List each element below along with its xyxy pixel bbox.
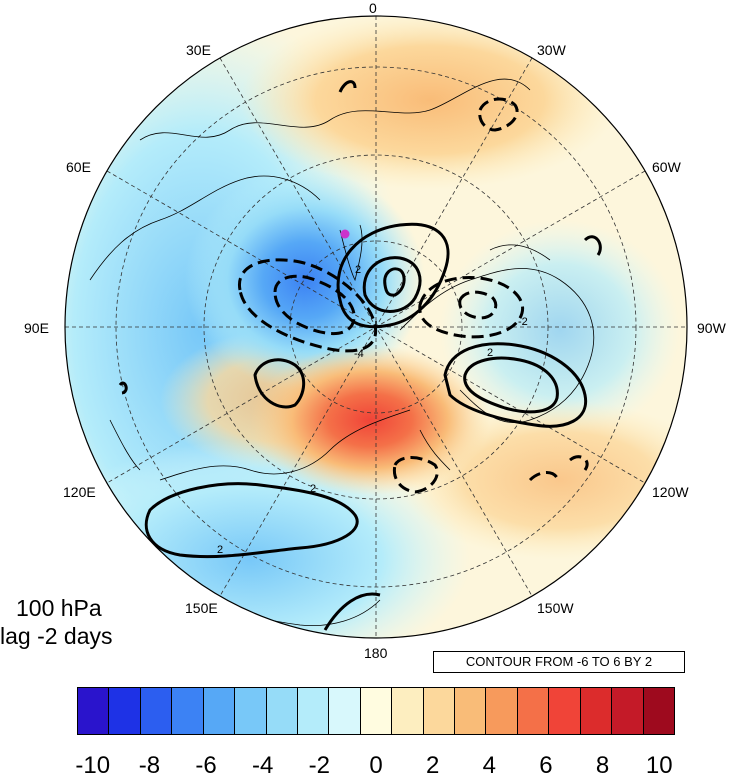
contour-info-box: CONTOUR FROM -6 TO 6 BY 2 bbox=[433, 651, 685, 673]
lon-label-60w: 60W bbox=[652, 159, 681, 175]
colorbar-cell bbox=[486, 688, 518, 734]
colorbar-cell bbox=[297, 688, 330, 734]
colorbar-tick-label: -2 bbox=[308, 752, 331, 779]
lon-label-90w: 90W bbox=[697, 320, 726, 336]
colorbar-cell bbox=[266, 688, 298, 734]
lon-label-30w: 30W bbox=[537, 42, 566, 58]
lon-label-120w: 120W bbox=[652, 484, 689, 500]
contour-labels: 2 2 2 2 -4 -2 bbox=[217, 264, 528, 556]
lon-label-0: 0 bbox=[369, 0, 377, 16]
colorbar-tick-label: 6 bbox=[539, 752, 553, 779]
colorbar-cell bbox=[423, 688, 456, 734]
colorbar-cell bbox=[612, 688, 644, 734]
contour-label: 2 bbox=[487, 347, 493, 359]
colorbar bbox=[77, 687, 675, 735]
colorbar-tick-label: 0 bbox=[369, 752, 383, 779]
shading-layer bbox=[65, 16, 687, 638]
contour-label: 2 bbox=[310, 483, 316, 495]
colorbar-cell bbox=[643, 688, 675, 734]
panel-title-lag: lag -2 days bbox=[0, 623, 113, 649]
contour-label: 2 bbox=[217, 544, 223, 556]
lon-label-60e: 60E bbox=[66, 159, 91, 175]
lon-label-180: 180 bbox=[364, 645, 388, 661]
point-marker-icon bbox=[340, 229, 350, 239]
pole-cross-icon bbox=[370, 321, 382, 333]
colorbar-tick-label: 8 bbox=[595, 752, 610, 779]
colorbar-tick-label: -8 bbox=[138, 752, 161, 779]
lon-label-150w: 150W bbox=[537, 600, 574, 616]
colorbar-cell bbox=[549, 688, 581, 734]
colorbar-cell bbox=[78, 688, 110, 734]
negative-contours bbox=[238, 97, 589, 494]
colorbar-cell bbox=[109, 688, 141, 734]
colorbar-tick-label: -10 bbox=[75, 752, 111, 779]
colorbar-cell bbox=[329, 688, 361, 734]
colorbar-cell bbox=[140, 688, 173, 734]
colorbar-tick-label: 10 bbox=[645, 752, 673, 779]
panel-title-level: 100 hPa bbox=[16, 595, 102, 621]
colorbar-cell bbox=[203, 688, 236, 734]
lon-label-30e: 30E bbox=[186, 42, 211, 58]
colorbar-tick-label: 2 bbox=[425, 752, 440, 779]
colorbar-cell bbox=[235, 688, 267, 734]
map-boundary bbox=[64, 15, 688, 639]
lon-label-90e: 90E bbox=[24, 320, 49, 336]
colorbar-cell bbox=[360, 688, 393, 734]
contour-label: -4 bbox=[354, 348, 364, 360]
colorbar-cell bbox=[172, 688, 204, 734]
colorbar-tick-label: -6 bbox=[195, 752, 217, 779]
colorbar-cell bbox=[517, 688, 550, 734]
colorbar-cell bbox=[455, 688, 487, 734]
colorbar-tick-label: 4 bbox=[482, 752, 496, 779]
colorbar-cell bbox=[580, 688, 613, 734]
contour-label: -2 bbox=[518, 316, 528, 328]
lon-label-120e: 120E bbox=[63, 484, 96, 500]
lon-label-150e: 150E bbox=[185, 600, 218, 616]
colorbar-cell bbox=[392, 688, 424, 734]
contour-label: 2 bbox=[355, 264, 361, 276]
colorbar-tick-label: -4 bbox=[252, 752, 274, 779]
